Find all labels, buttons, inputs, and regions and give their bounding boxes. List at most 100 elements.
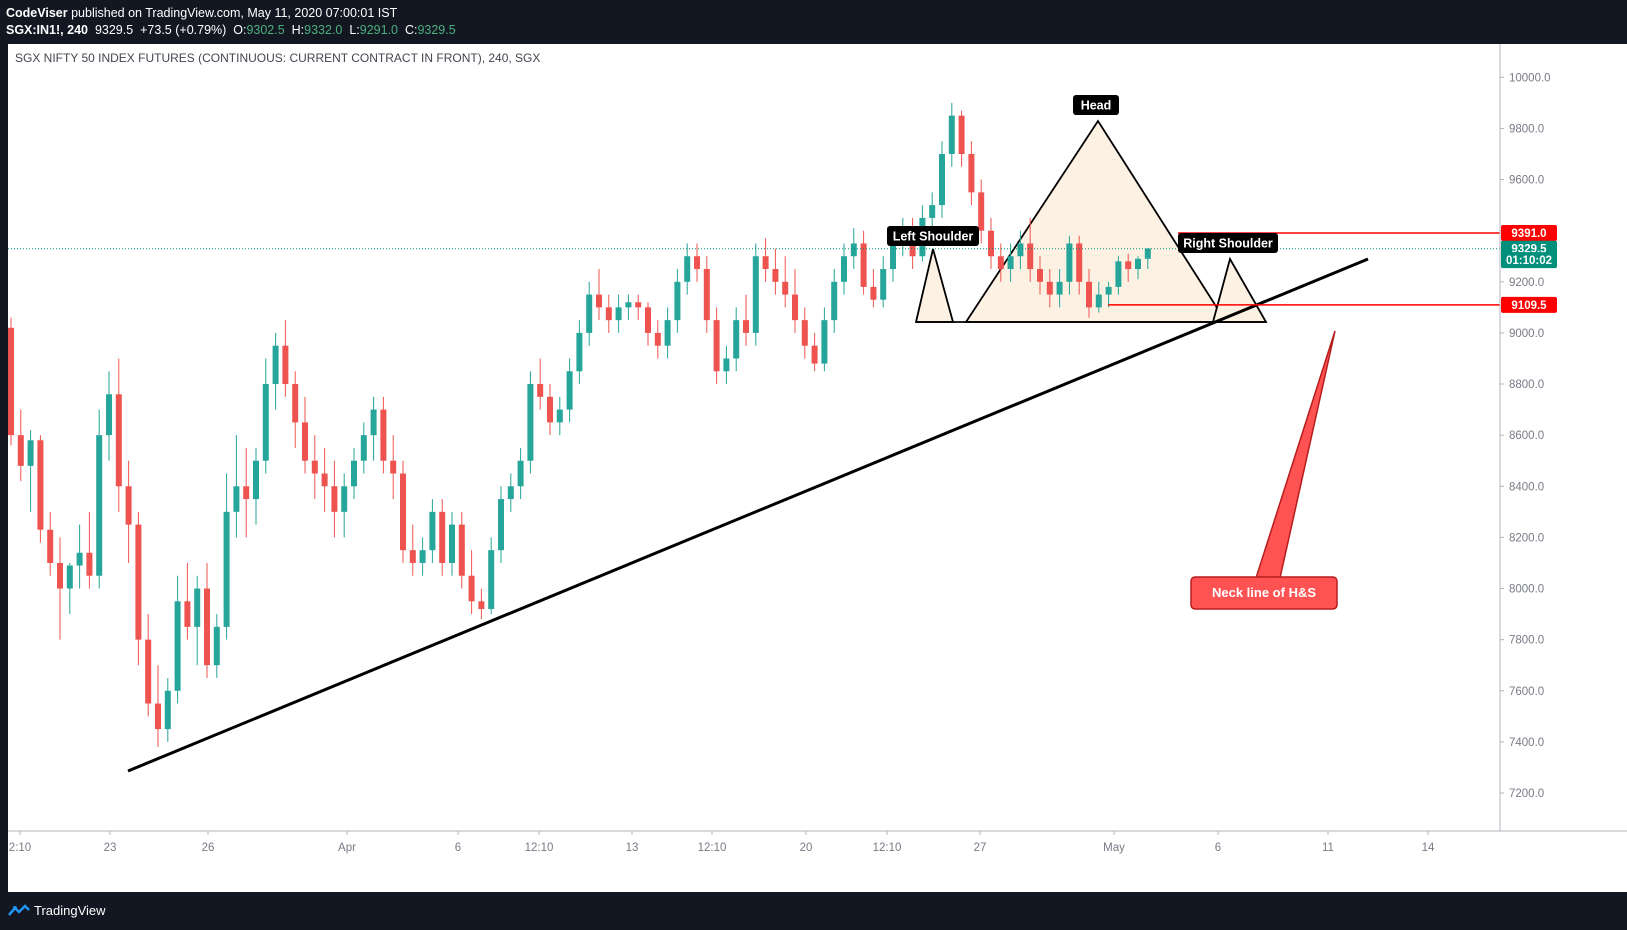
x-tick-label: 14 — [1422, 842, 1435, 854]
candle-body — [164, 690, 171, 730]
axes: 10200.010000.09800.09600.09400.09200.090… — [8, 44, 1627, 854]
candle-body — [635, 302, 642, 308]
candle-body — [409, 550, 416, 563]
candle-body — [1105, 286, 1112, 295]
right-shoulder-label-box — [1178, 233, 1278, 253]
candle-body — [831, 281, 838, 321]
open-value: 9302.5 — [246, 23, 285, 37]
x-tick-label: 27 — [974, 842, 987, 854]
candle-body — [194, 588, 201, 627]
candle-body — [801, 320, 808, 346]
candle-body — [743, 320, 749, 333]
candle-body — [400, 473, 406, 551]
price-label: 9391.0 — [1511, 228, 1546, 240]
candle-body — [674, 281, 681, 321]
published-text: published on TradingView.com, May 11, 20… — [71, 6, 398, 20]
head-label: Head — [1081, 99, 1112, 113]
footer-brand[interactable]: TradingView — [34, 903, 106, 918]
candle-body — [155, 703, 161, 730]
candle-body — [321, 473, 328, 487]
candle-body — [782, 281, 789, 295]
candle-body — [86, 552, 93, 576]
y-tick-label: 7400.0 — [1509, 737, 1544, 749]
chart-panel[interactable]: SGX NIFTY 50 INDEX FUTURES (CONTINUOUS: … — [8, 44, 1627, 892]
candle-body — [57, 562, 63, 589]
candle-body — [1144, 248, 1151, 259]
candle-body — [733, 320, 740, 359]
chart-title: SGX NIFTY 50 INDEX FUTURES (CONTINUOUS: … — [15, 51, 540, 65]
candle-body — [419, 550, 426, 563]
candle-body — [1037, 269, 1043, 282]
candle-body — [1007, 256, 1014, 270]
candlestick-series — [8, 102, 1151, 747]
candle-body — [684, 256, 691, 282]
high-label: H: — [291, 23, 305, 37]
x-tick-label: 20 — [800, 842, 813, 854]
y-tick-label: 9200.0 — [1509, 277, 1544, 289]
price-change: +73.5 (+0.79%) — [140, 23, 227, 37]
candle-body — [390, 460, 397, 474]
candle-body — [1086, 281, 1092, 308]
candle-body — [762, 256, 769, 270]
candle-body — [880, 269, 887, 300]
candle-body — [537, 384, 544, 397]
candle-body — [17, 435, 24, 466]
candle-body — [96, 435, 103, 576]
close-label: C: — [404, 23, 418, 37]
author-name[interactable]: CodeViser — [6, 6, 68, 20]
x-tick-label: 13 — [626, 842, 639, 854]
low-value: 9291.0 — [359, 23, 398, 37]
candle-body — [1056, 281, 1063, 295]
candle-body — [547, 396, 553, 423]
candle-body — [890, 243, 896, 270]
drawings[interactable] — [8, 232, 1500, 773]
candle-body — [968, 154, 975, 193]
right-shoulder-label: Right Shoulder — [1183, 237, 1273, 251]
candle-body — [1095, 294, 1102, 308]
candle-body — [645, 307, 651, 333]
candle-body — [1027, 243, 1034, 270]
price-label: 01:10:02 — [1506, 255, 1552, 267]
candle-body — [772, 269, 779, 282]
candle-body — [1076, 243, 1083, 282]
last-price: 9329.5 — [94, 23, 134, 37]
y-tick-label: 8800.0 — [1509, 379, 1544, 391]
x-tick-label: 2:10 — [9, 842, 31, 854]
candle-body — [811, 345, 818, 364]
candle-body — [1066, 243, 1073, 282]
x-tick-label: 26 — [202, 842, 215, 854]
low-label: L: — [349, 23, 360, 37]
price-label-box — [1501, 252, 1557, 269]
candle-body — [253, 460, 259, 500]
publish-info: CodeViser published on TradingView.com, … — [6, 6, 397, 20]
left-shoulder-label: Left Shoulder — [893, 230, 974, 244]
candle-body — [948, 115, 955, 154]
candle-body — [243, 486, 250, 500]
x-tick-label: 12:10 — [698, 842, 727, 854]
candle-body — [841, 256, 847, 282]
candle-body — [341, 486, 348, 512]
candle-body — [380, 409, 387, 461]
head-label-box — [1073, 95, 1119, 115]
candle-body — [468, 575, 475, 602]
trend-line — [127, 257, 1369, 773]
candle-body — [527, 384, 534, 461]
price-label: 9109.5 — [1511, 300, 1547, 312]
candle-body — [625, 302, 632, 308]
candle-body — [664, 320, 671, 346]
candle-body — [1017, 243, 1024, 257]
y-tick-label: 8200.0 — [1509, 532, 1544, 544]
candle-body — [47, 529, 54, 563]
candle-body — [204, 588, 210, 666]
price-chart[interactable]: SGX NIFTY 50 INDEX FUTURES (CONTINUOUS: … — [8, 44, 1627, 892]
x-tick-label: May — [1103, 842, 1125, 854]
high-value: 9332.0 — [304, 23, 343, 37]
candle-body — [498, 499, 504, 551]
candle-body — [556, 409, 563, 423]
x-tick-label: Apr — [338, 842, 356, 854]
callout-label: Neck line of H&S — [1212, 585, 1316, 600]
x-tick-label: 6 — [455, 842, 461, 854]
close-value: 9329.5 — [417, 23, 456, 37]
symbol-info: SGX:IN1!, 240 9329.5 +73.5 (+0.79%) O:93… — [6, 23, 456, 37]
